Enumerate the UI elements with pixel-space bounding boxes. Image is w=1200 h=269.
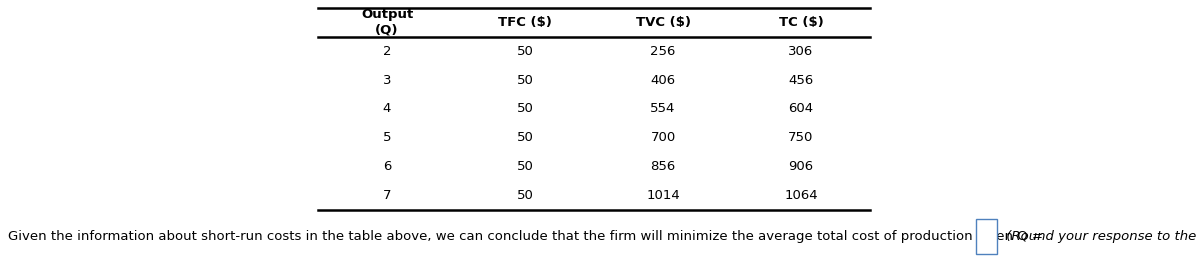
- Text: (Round your response to the nearest: (Round your response to the nearest: [1002, 230, 1200, 243]
- FancyBboxPatch shape: [976, 219, 997, 254]
- Text: Given the information about short-run costs in the table above, we can conclude : Given the information about short-run co…: [8, 230, 1044, 243]
